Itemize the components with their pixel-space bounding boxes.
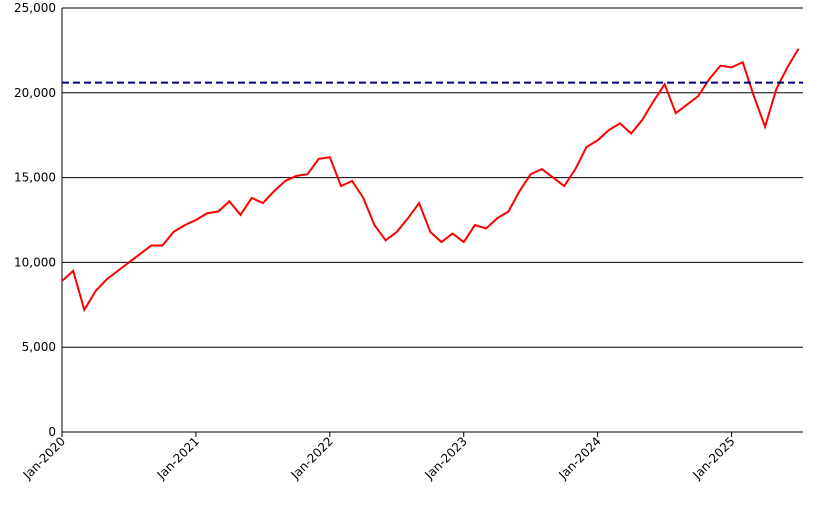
series-line bbox=[61, 48, 800, 313]
y-tick-label: 5,000 bbox=[22, 340, 56, 354]
y-tick-label: 25,000 bbox=[14, 1, 56, 15]
x-tick-label: Jan-2025 bbox=[689, 434, 737, 482]
y-tick-label: 15,000 bbox=[14, 171, 56, 185]
y-tick-label: 0 bbox=[48, 425, 56, 439]
x-tick-label: Jan-2020 bbox=[20, 434, 68, 482]
y-tick-label: 20,000 bbox=[14, 86, 56, 100]
x-tick-label: Jan-2023 bbox=[422, 434, 470, 482]
x-tick-label: Jan-2022 bbox=[288, 434, 336, 482]
x-tick-label: Jan-2021 bbox=[154, 434, 202, 482]
y-tick-label: 10,000 bbox=[14, 255, 56, 269]
x-tick-label: Jan-2024 bbox=[555, 434, 603, 482]
